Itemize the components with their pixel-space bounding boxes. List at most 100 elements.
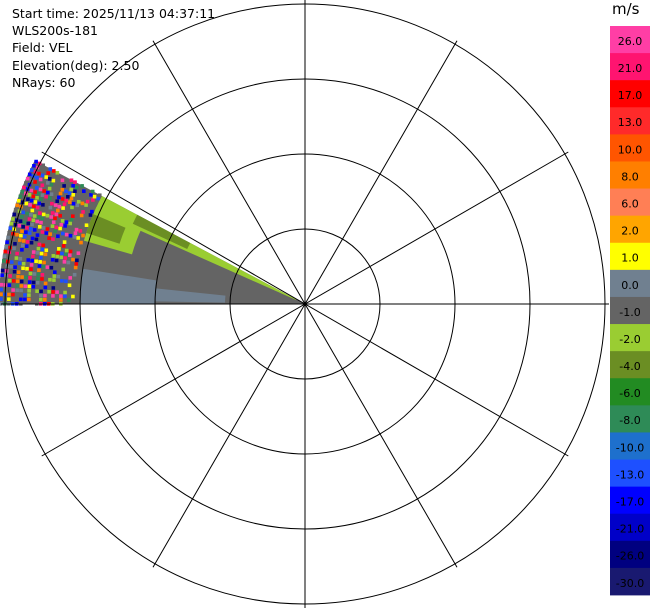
noise-pixel <box>41 243 46 248</box>
noise-pixel <box>43 281 48 286</box>
noise-pixel <box>56 274 61 279</box>
noise-pixel <box>32 228 37 232</box>
noise-pixel <box>51 290 55 294</box>
noise-pixel <box>37 201 41 206</box>
noise-pixel <box>4 245 8 249</box>
noise-pixel <box>25 226 29 230</box>
noise-pixel <box>43 252 48 257</box>
noise-pixel <box>43 293 47 298</box>
colorbar-tick-label: 21.0 <box>618 62 643 75</box>
colorbar-tick-label: 2.0 <box>621 225 639 238</box>
noise-pixel <box>37 171 41 176</box>
instrument-text: WLS200s-181 <box>12 23 98 39</box>
noise-pixel <box>30 236 35 241</box>
noise-pixel <box>43 297 47 302</box>
colorbar-segment <box>610 269 650 298</box>
noise-pixel <box>21 224 25 229</box>
noise-pixel <box>15 283 20 288</box>
noise-pixel <box>0 292 3 297</box>
noise-pixel <box>82 189 86 194</box>
noise-pixel <box>19 297 23 302</box>
noise-pixel <box>6 235 10 240</box>
noise-pixel <box>23 297 27 302</box>
noise-pixel <box>12 269 17 274</box>
noise-pixel <box>44 248 49 253</box>
noise-pixel <box>35 251 40 255</box>
noise-pixel <box>26 221 31 226</box>
noise-pixel <box>37 224 42 229</box>
noise-pixel <box>73 180 77 184</box>
noise-pixel <box>53 216 57 221</box>
noise-pixel <box>9 221 14 226</box>
noise-pixel <box>64 248 69 253</box>
noise-pixel <box>50 257 55 262</box>
noise-pixel <box>36 276 40 281</box>
noise-pixel <box>55 290 59 294</box>
noise-pixel <box>97 193 102 198</box>
noise-pixel <box>28 203 32 207</box>
noise-pixel <box>31 218 36 223</box>
noise-pixel <box>33 190 37 194</box>
noise-pixel <box>35 219 39 224</box>
colorbar-tick-label: 13.0 <box>618 116 643 129</box>
noise-pixel <box>46 171 50 175</box>
noise-pixel <box>15 232 19 237</box>
noise-pixel <box>36 215 41 220</box>
noise-pixel <box>18 238 22 242</box>
noise-pixel <box>63 256 67 260</box>
noise-pixel <box>29 213 33 217</box>
noise-pixel <box>44 175 48 179</box>
noise-pixel <box>84 203 88 207</box>
noise-pixel <box>72 210 77 215</box>
noise-pixel <box>41 226 46 230</box>
noise-pixel <box>63 224 67 228</box>
noise-pixel <box>43 285 48 290</box>
noise-pixel <box>17 261 22 266</box>
colorbar-segment <box>610 405 650 433</box>
noise-pixel <box>66 260 71 265</box>
noise-pixel <box>29 198 34 203</box>
noise-pixel <box>7 231 11 235</box>
colorbar-tick-label: 8.0 <box>621 170 639 183</box>
noise-pixel <box>85 199 90 204</box>
noise-pixel <box>22 220 27 225</box>
noise-pixel <box>32 204 36 209</box>
noise-pixel <box>62 263 66 268</box>
noise-pixel <box>37 268 41 273</box>
noise-pixel <box>50 224 55 228</box>
noise-pixel <box>32 163 36 168</box>
noise-pixel <box>41 264 46 269</box>
noise-pixel <box>16 199 21 203</box>
noise-pixel <box>62 202 67 207</box>
colorbar-tick-label: -26.0 <box>616 550 644 563</box>
noise-pixel <box>58 191 63 196</box>
noise-pixel <box>38 211 42 215</box>
azimuth-spoke <box>41 151 569 457</box>
colorbar-segment <box>610 26 650 54</box>
noise-pixel <box>59 294 63 298</box>
noise-pixel <box>39 251 44 256</box>
start-time-text: Start time: 2025/11/13 04:37:11 <box>12 6 216 21</box>
noise-pixel <box>20 248 24 252</box>
noise-pixel <box>67 253 72 257</box>
noise-pixel <box>7 292 11 297</box>
noise-pixel <box>27 231 32 235</box>
noise-pixel <box>7 283 12 288</box>
noise-pixel <box>8 274 12 278</box>
noise-pixel <box>38 197 43 202</box>
noise-pixel <box>30 222 34 227</box>
noise-pixel <box>24 201 29 206</box>
noise-pixel <box>58 213 62 218</box>
noise-pixel <box>62 240 67 244</box>
noise-pixel <box>84 223 89 228</box>
noise-pixel <box>72 235 77 239</box>
colorbar-tick-label: 17.0 <box>618 89 643 102</box>
colorbar-tick-label: 1.0 <box>621 252 639 265</box>
noise-pixel <box>49 192 54 196</box>
noise-pixel <box>49 173 54 177</box>
colorbar-tick-label: -10.0 <box>616 441 644 454</box>
colorbar-tick-label: -1.0 <box>619 306 640 319</box>
noise-pixel <box>74 262 79 266</box>
noise-pixel <box>73 265 78 270</box>
